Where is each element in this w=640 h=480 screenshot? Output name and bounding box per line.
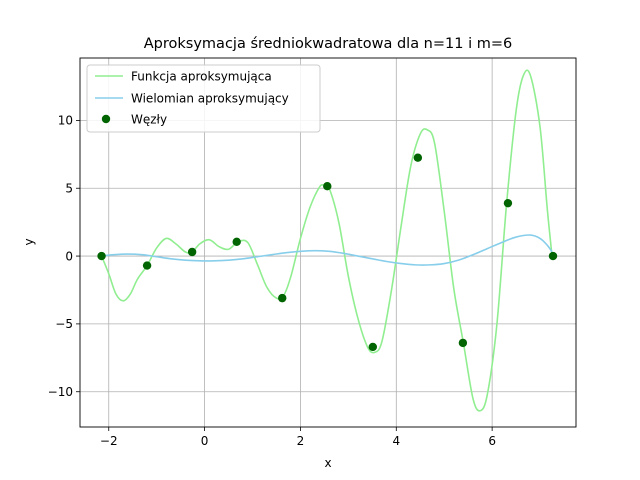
node-point: [503, 198, 513, 208]
node-point: [97, 251, 106, 261]
node-point: [187, 247, 197, 257]
node-point: [368, 342, 378, 352]
node-point: [413, 153, 423, 162]
y-tick-label: 5: [65, 181, 73, 195]
x-tick-label: 2: [297, 434, 305, 448]
series-layer: [97, 69, 558, 412]
y-tick-label: 0: [65, 249, 73, 263]
y-tick-label: −10: [48, 385, 73, 399]
x-tick-label: −2: [100, 434, 118, 448]
node-point: [232, 237, 241, 247]
x-tick-label: 4: [392, 434, 400, 448]
y-tick-label: −5: [55, 317, 73, 331]
series-polynomial-line: [101, 234, 553, 266]
chart-title: Aproksymacja średniokwadratowa dla n=11 …: [144, 36, 512, 52]
x-tick-label: 0: [201, 434, 209, 448]
legend-label-nodes: Węzły: [131, 113, 167, 127]
node-point: [278, 293, 287, 303]
node-point: [548, 251, 558, 261]
node-point: [142, 261, 152, 270]
y-axis-label: y: [22, 238, 36, 245]
node-point: [458, 338, 468, 348]
x-axis-label: x: [324, 456, 331, 470]
axes-frame: [79, 57, 577, 428]
legend-label-polynomial: Wielomian aproksymujący: [131, 92, 289, 106]
ticks-layer: −2 0 2 4 6 −10 −5 0 5 10: [48, 114, 496, 448]
legend-swatch-nodes: [101, 114, 111, 124]
x-tick-label: 6: [488, 434, 496, 448]
node-point: [323, 182, 332, 191]
legend: Funkcja aproksymująca Wielomian aproksym…: [86, 64, 321, 133]
y-tick-label: 10: [58, 114, 73, 128]
legend-box: [86, 64, 321, 133]
legend-label-function: Funkcja aproksymująca: [131, 70, 272, 84]
